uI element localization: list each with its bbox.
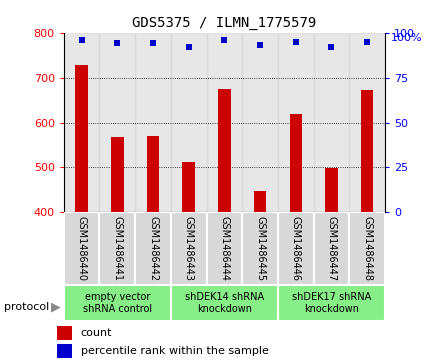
- Bar: [135, 33, 171, 212]
- Text: GSM1486445: GSM1486445: [255, 216, 265, 281]
- Text: shDEK14 shRNA
knockdown: shDEK14 shRNA knockdown: [185, 292, 264, 314]
- Point: [328, 44, 335, 50]
- Text: 100%: 100%: [391, 33, 422, 43]
- FancyBboxPatch shape: [99, 212, 135, 285]
- FancyBboxPatch shape: [64, 212, 99, 285]
- Bar: [171, 33, 206, 212]
- FancyBboxPatch shape: [314, 212, 349, 285]
- Text: protocol: protocol: [4, 302, 50, 312]
- Bar: [64, 33, 99, 212]
- Bar: [183, 162, 195, 212]
- FancyBboxPatch shape: [278, 212, 314, 285]
- Point: [221, 37, 228, 43]
- Text: percentile rank within the sample: percentile rank within the sample: [81, 346, 269, 356]
- Bar: [325, 168, 338, 212]
- Text: GSM1486448: GSM1486448: [362, 216, 372, 281]
- FancyBboxPatch shape: [171, 285, 278, 321]
- FancyBboxPatch shape: [278, 285, 385, 321]
- Text: GSM1486442: GSM1486442: [148, 216, 158, 281]
- Point: [185, 44, 192, 50]
- Text: count: count: [81, 328, 112, 338]
- FancyBboxPatch shape: [135, 212, 171, 285]
- Bar: [254, 191, 266, 212]
- Text: GSM1486441: GSM1486441: [112, 216, 122, 281]
- Bar: [56, 326, 72, 340]
- Bar: [99, 33, 135, 212]
- Text: GSM1486446: GSM1486446: [291, 216, 301, 281]
- Text: empty vector
shRNA control: empty vector shRNA control: [83, 292, 152, 314]
- Text: shDEK17 shRNA
knockdown: shDEK17 shRNA knockdown: [292, 292, 371, 314]
- Point: [78, 37, 85, 43]
- Bar: [290, 114, 302, 212]
- Bar: [349, 33, 385, 212]
- Bar: [314, 33, 349, 212]
- Point: [292, 39, 299, 45]
- Title: GDS5375 / ILMN_1775579: GDS5375 / ILMN_1775579: [132, 16, 316, 30]
- Point: [363, 39, 370, 45]
- Point: [150, 41, 157, 46]
- FancyBboxPatch shape: [242, 212, 278, 285]
- Text: ▶: ▶: [51, 300, 60, 313]
- Text: GSM1486443: GSM1486443: [184, 216, 194, 281]
- Point: [257, 42, 264, 48]
- Bar: [111, 137, 124, 212]
- Bar: [278, 33, 314, 212]
- FancyBboxPatch shape: [206, 212, 242, 285]
- FancyBboxPatch shape: [64, 285, 171, 321]
- Text: GSM1486444: GSM1486444: [220, 216, 229, 281]
- Text: GSM1486447: GSM1486447: [326, 216, 337, 281]
- Bar: [147, 136, 159, 212]
- FancyBboxPatch shape: [349, 212, 385, 285]
- Bar: [218, 89, 231, 212]
- FancyBboxPatch shape: [171, 212, 206, 285]
- Bar: [361, 90, 374, 212]
- Bar: [206, 33, 242, 212]
- Point: [114, 41, 121, 46]
- Bar: [242, 33, 278, 212]
- Text: GSM1486440: GSM1486440: [77, 216, 87, 281]
- Bar: [75, 65, 88, 212]
- Bar: [56, 344, 72, 358]
